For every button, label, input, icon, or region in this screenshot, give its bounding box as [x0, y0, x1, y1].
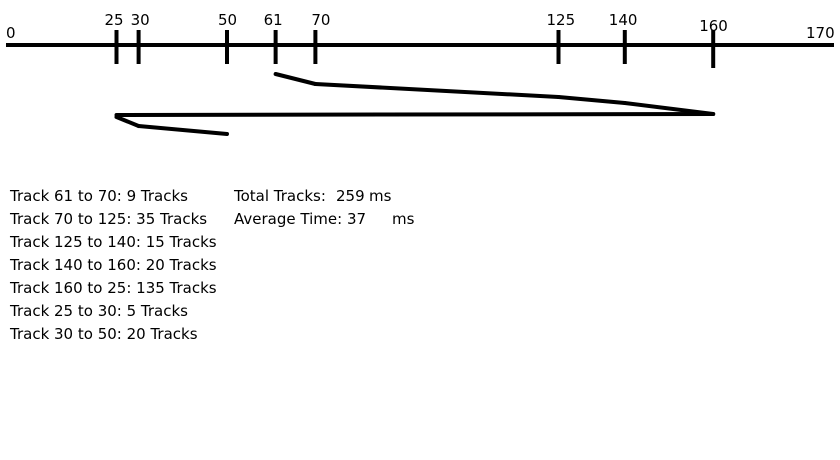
- movement-line: Track 70 to 125: 35 Tracks: [10, 210, 208, 228]
- movement-line: Track 25 to 30: 5 Tracks: [10, 302, 188, 320]
- total-tracks-unit: ms: [369, 187, 392, 205]
- path-segment-160-to-25: [114, 112, 716, 117]
- axis-tick-label-160: 160: [699, 17, 728, 35]
- path-segment-30-to-50: [136, 124, 229, 136]
- axis-tick-label-125: 125: [547, 11, 576, 29]
- movement-line: Track 30 to 50: 20 Tracks: [10, 325, 198, 343]
- axis-tick-label-140: 140: [609, 11, 638, 29]
- movement-line: Track 140 to 160: 20 Tracks: [10, 256, 217, 274]
- axis-tick-labels: 0 170 25 30 50 61 70 125 140 160: [6, 11, 835, 42]
- axis-tick-label-61: 61: [264, 11, 283, 29]
- disk-scheduling-diagram: 0 170 25 30 50 61 70 125 140 160: [6, 11, 835, 136]
- total-tracks-label: Total Tracks:: [234, 187, 326, 205]
- average-time-label: Average Time:: [234, 210, 343, 228]
- movement-line: Track 61 to 70: 9 Tracks: [10, 187, 188, 205]
- axis-tick-label-70: 70: [311, 11, 330, 29]
- axis-min-label: 0: [6, 24, 16, 42]
- axis-max-label: 170: [806, 24, 835, 42]
- average-time-value: 37: [347, 210, 367, 228]
- path-segment-61-to-70: [273, 72, 318, 86]
- axis-tick-label-25: 25: [105, 11, 124, 29]
- path-segment-70-to-125: [313, 82, 561, 99]
- total-tracks-value: 259: [336, 187, 365, 205]
- axis-tick-label-30: 30: [131, 11, 150, 29]
- movement-line: Track 160 to 25: 135 Tracks: [10, 279, 217, 297]
- head-movement-path: [114, 72, 716, 136]
- movement-line: Track 125 to 140: 15 Tracks: [10, 233, 217, 251]
- average-time-unit: ms: [392, 210, 415, 228]
- axis-tick-label-50: 50: [218, 11, 237, 29]
- path-segment-125-to-140: [556, 95, 627, 105]
- axis-ticks: [114, 30, 716, 68]
- path-segment-25-to-30: [114, 115, 141, 128]
